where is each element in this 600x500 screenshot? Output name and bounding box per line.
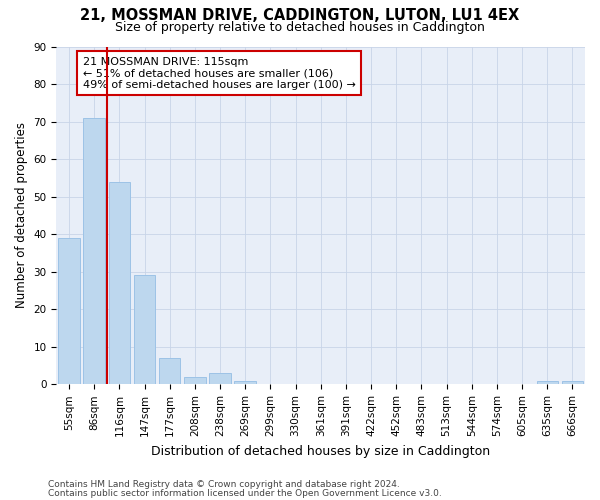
Bar [134,276,155,384]
Text: 21, MOSSMAN DRIVE, CADDINGTON, LUTON, LU1 4EX: 21, MOSSMAN DRIVE, CADDINGTON, LUTON, LU… [80,8,520,22]
Bar [83,118,105,384]
Text: Contains public sector information licensed under the Open Government Licence v3: Contains public sector information licen… [48,488,442,498]
X-axis label: Distribution of detached houses by size in Caddington: Distribution of detached houses by size … [151,444,490,458]
Bar [235,380,256,384]
Bar [159,358,181,384]
Text: 21 MOSSMAN DRIVE: 115sqm
← 51% of detached houses are smaller (106)
49% of semi-: 21 MOSSMAN DRIVE: 115sqm ← 51% of detach… [83,56,356,90]
Bar [109,182,130,384]
Bar [562,380,583,384]
Bar [536,380,558,384]
Text: Contains HM Land Registry data © Crown copyright and database right 2024.: Contains HM Land Registry data © Crown c… [48,480,400,489]
Bar [209,373,231,384]
Bar [184,377,206,384]
Text: Size of property relative to detached houses in Caddington: Size of property relative to detached ho… [115,21,485,34]
Bar [58,238,80,384]
Y-axis label: Number of detached properties: Number of detached properties [15,122,28,308]
